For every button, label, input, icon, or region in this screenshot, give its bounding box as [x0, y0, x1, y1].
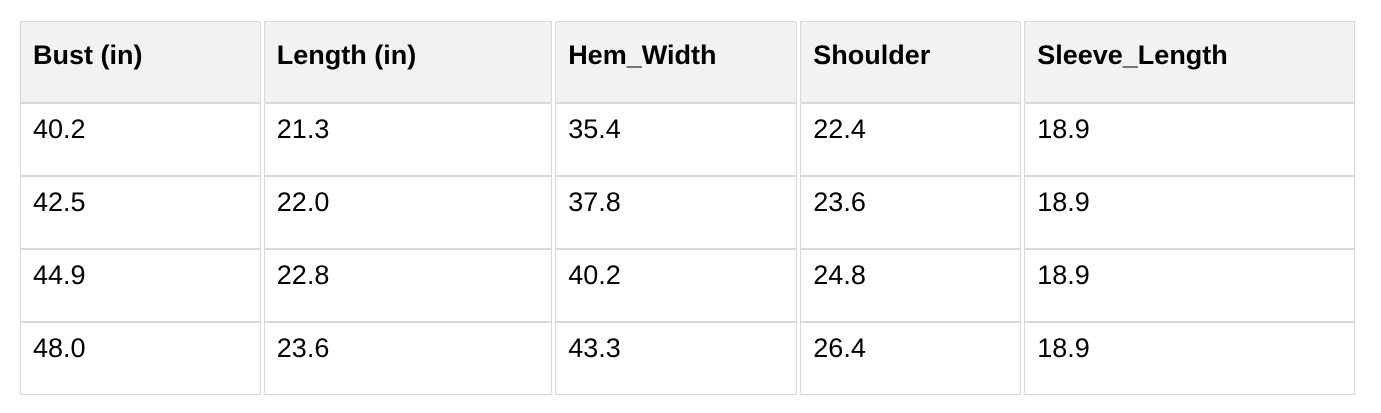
table-cell: 18.9 [1024, 322, 1355, 395]
table-cell: 37.8 [555, 176, 798, 249]
table-row: 42.5 22.0 37.8 23.6 18.9 [20, 176, 1355, 249]
table-row: 40.2 21.3 35.4 22.4 18.9 [20, 103, 1355, 176]
table-cell: 48.0 [20, 322, 261, 395]
column-header-sleeve-length: Sleeve_Length [1024, 21, 1355, 103]
table-cell: 44.9 [20, 249, 261, 322]
table-cell: 26.4 [800, 322, 1022, 395]
table-cell: 40.2 [555, 249, 798, 322]
table-header-row: Bust (in) Length (in) Hem_Width Shoulder… [20, 21, 1355, 103]
column-header-shoulder: Shoulder [800, 21, 1022, 103]
table-cell: 18.9 [1024, 176, 1355, 249]
size-chart-table: Bust (in) Length (in) Hem_Width Shoulder… [17, 21, 1358, 395]
table-cell: 23.6 [800, 176, 1022, 249]
table-row: 44.9 22.8 40.2 24.8 18.9 [20, 249, 1355, 322]
column-header-length: Length (in) [263, 21, 553, 103]
table-cell: 22.0 [263, 176, 553, 249]
column-header-bust: Bust (in) [20, 21, 261, 103]
table-cell: 40.2 [20, 103, 261, 176]
table-cell: 18.9 [1024, 249, 1355, 322]
table-cell: 18.9 [1024, 103, 1355, 176]
table-cell: 35.4 [555, 103, 798, 176]
table-cell: 24.8 [800, 249, 1022, 322]
table-cell: 23.6 [263, 322, 553, 395]
table-cell: 43.3 [555, 322, 798, 395]
table-row: 48.0 23.6 43.3 26.4 18.9 [20, 322, 1355, 395]
table-cell: 21.3 [263, 103, 553, 176]
column-header-hem-width: Hem_Width [555, 21, 798, 103]
table-cell: 22.4 [800, 103, 1022, 176]
table-cell: 42.5 [20, 176, 261, 249]
table-cell: 22.8 [263, 249, 553, 322]
